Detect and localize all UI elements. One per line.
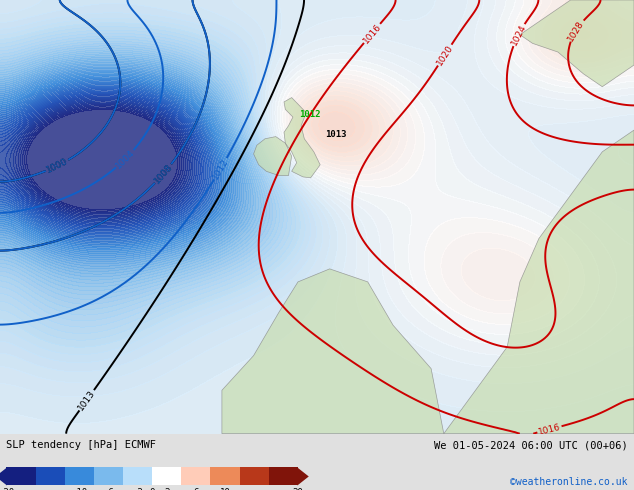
Bar <box>152 467 181 486</box>
Text: -20: -20 <box>0 488 15 490</box>
Text: 10: 10 <box>220 488 230 490</box>
Bar <box>123 467 152 486</box>
Polygon shape <box>284 98 320 178</box>
Text: 2: 2 <box>164 488 169 490</box>
FancyArrow shape <box>297 467 309 486</box>
Text: 20: 20 <box>293 488 303 490</box>
Text: -2: -2 <box>133 488 143 490</box>
Bar <box>65 467 94 486</box>
Text: 1016: 1016 <box>361 22 383 45</box>
Text: 6: 6 <box>193 488 198 490</box>
Text: 1008: 1008 <box>152 162 174 185</box>
Polygon shape <box>254 137 292 175</box>
Text: -6: -6 <box>103 488 113 490</box>
FancyArrow shape <box>0 467 7 486</box>
Text: 1004: 1004 <box>114 148 136 171</box>
Text: -10: -10 <box>71 488 87 490</box>
Text: 1020: 1020 <box>435 43 455 67</box>
Bar <box>6 467 36 486</box>
Text: 1024: 1024 <box>509 23 527 47</box>
Text: 0: 0 <box>150 488 155 490</box>
Text: 1012: 1012 <box>299 110 320 120</box>
Text: 1016: 1016 <box>537 422 562 437</box>
Polygon shape <box>222 269 444 434</box>
Text: 1028: 1028 <box>566 18 586 43</box>
Bar <box>210 467 240 486</box>
Polygon shape <box>520 0 634 87</box>
Text: 1012: 1012 <box>211 157 230 181</box>
Bar <box>181 467 210 486</box>
Text: 1000: 1000 <box>45 157 70 175</box>
Text: 1000: 1000 <box>45 157 70 175</box>
Bar <box>94 467 123 486</box>
Text: We 01-05-2024 06:00 UTC (00+06): We 01-05-2024 06:00 UTC (00+06) <box>434 441 628 450</box>
Bar <box>269 467 298 486</box>
Text: 1013: 1013 <box>325 130 347 139</box>
Text: 1013: 1013 <box>76 388 97 412</box>
Bar <box>36 467 65 486</box>
Text: 1008: 1008 <box>152 162 174 185</box>
Polygon shape <box>444 130 634 434</box>
Text: SLP tendency [hPa] ECMWF: SLP tendency [hPa] ECMWF <box>6 441 157 450</box>
Text: ©weatheronline.co.uk: ©weatheronline.co.uk <box>510 477 628 487</box>
Bar <box>240 467 269 486</box>
